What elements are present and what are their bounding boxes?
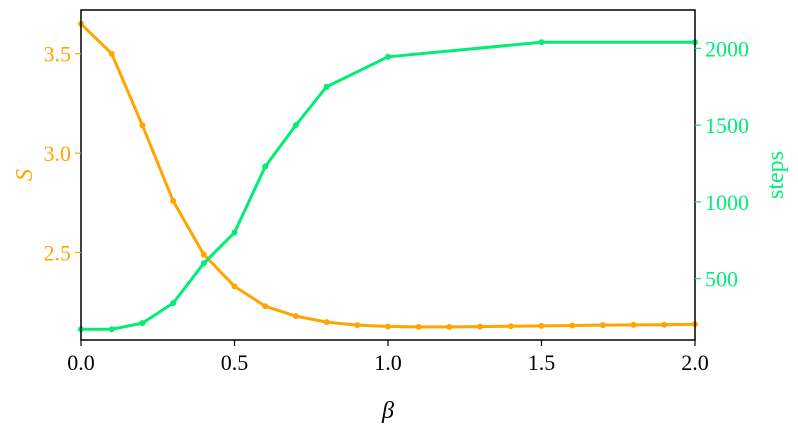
- x-axis-label: β: [381, 398, 394, 424]
- data-point: [292, 122, 299, 129]
- x-axis-ticks: 0.0 0.5 1.0 1.5 2.0: [67, 340, 709, 375]
- left-axis-label: S: [12, 169, 38, 181]
- data-point: [569, 322, 576, 329]
- right-axis-label: steps: [763, 151, 789, 199]
- data-point: [292, 313, 299, 320]
- data-point: [139, 122, 146, 129]
- data-point: [170, 300, 177, 307]
- left-axis-ticks: 2.5 3.0 3.5: [44, 42, 81, 266]
- data-point: [139, 320, 146, 327]
- data-point: [630, 321, 637, 328]
- data-point: [231, 283, 238, 290]
- data-point: [661, 321, 668, 328]
- data-point: [108, 50, 115, 57]
- data-point: [538, 39, 545, 46]
- data-point: [385, 323, 391, 330]
- data-point: [262, 163, 269, 170]
- x-tick-label: 1.5: [528, 350, 556, 375]
- data-point: [507, 323, 514, 330]
- left-tick-label: 3.0: [44, 141, 72, 166]
- right-tick-label: 1000: [705, 190, 749, 215]
- series-line-left: [79, 22, 697, 329]
- left-tick-label: 2.5: [44, 241, 72, 266]
- data-point: [108, 326, 115, 333]
- data-point: [538, 322, 545, 329]
- right-tick-label: 2000: [705, 36, 749, 61]
- x-tick-label: 2.0: [681, 350, 709, 375]
- series-line-right: [79, 40, 697, 331]
- series-right: [78, 39, 698, 333]
- data-point: [599, 322, 606, 329]
- data-point: [231, 229, 238, 236]
- data-point: [262, 303, 269, 310]
- data-point: [477, 323, 484, 330]
- data-point: [170, 197, 177, 204]
- series-left: [78, 20, 698, 330]
- x-tick-label: 1.0: [374, 350, 402, 375]
- data-point: [446, 323, 453, 330]
- right-tick-label: 500: [705, 267, 738, 292]
- data-point: [323, 83, 330, 90]
- data-point: [323, 319, 330, 326]
- data-point: [415, 323, 422, 330]
- left-tick-label: 3.5: [44, 42, 72, 67]
- data-point: [200, 260, 207, 267]
- x-tick-label: 0.5: [221, 350, 249, 375]
- right-tick-label: 1500: [705, 113, 749, 138]
- x-tick-label: 0.0: [67, 350, 95, 375]
- data-point: [385, 53, 391, 60]
- right-axis-ticks: 500 1000 1500 2000: [695, 36, 749, 292]
- data-point: [200, 251, 207, 258]
- series-layer: [78, 20, 698, 333]
- data-point: [354, 322, 361, 329]
